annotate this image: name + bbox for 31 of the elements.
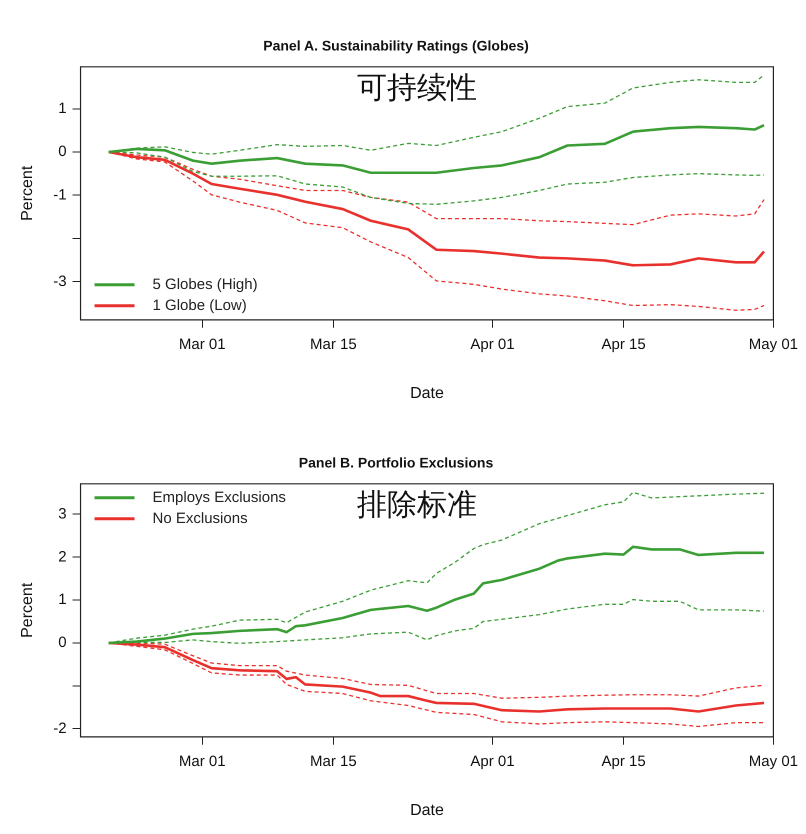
y-tick-label: 1	[58, 100, 67, 117]
x-axis-title: Date	[410, 802, 444, 819]
legend-label: 1 Globe (Low)	[152, 296, 247, 314]
x-tick-label: Mar 01	[178, 336, 226, 353]
y-tick-label: -3	[53, 272, 67, 290]
legend-label: Employs Exclusions	[152, 488, 286, 506]
chart-title: Panel A. Sustainability Ratings (Globes)	[263, 37, 529, 54]
y-tick-label: 3	[58, 505, 67, 522]
y-tick-label: 2	[58, 548, 67, 566]
legend-label: No Exclusions	[152, 510, 248, 527]
x-tick-label: Apr 15	[601, 752, 646, 770]
x-tick-label: Apr 15	[601, 336, 646, 353]
x-tick-label: Mar 15	[310, 336, 357, 353]
y-tick-label: 1	[58, 591, 67, 608]
x-tick-label: May 01	[748, 336, 798, 353]
y-tick-label: -1	[53, 186, 67, 204]
x-tick-label: May 01	[748, 752, 798, 770]
x-axis-title: Date	[410, 384, 444, 402]
annotation: 可持续性	[356, 70, 477, 106]
y-axis-title: Percent	[19, 582, 36, 638]
y-tick-label: 0	[58, 143, 67, 160]
y-tick-label: 0	[58, 634, 67, 652]
x-tick-label: Mar 15	[310, 752, 357, 770]
chart-title: Panel B. Portfolio Exclusions	[298, 454, 494, 470]
x-tick-label: Mar 01	[178, 752, 226, 770]
legend-label: 5 Globes (High)	[152, 276, 258, 293]
x-tick-label: Apr 01	[470, 752, 515, 770]
annotation: 排除标准	[356, 488, 477, 523]
y-axis-title: Percent	[19, 165, 36, 221]
x-tick-label: Apr 01	[470, 336, 515, 353]
y-tick-label: -2	[53, 720, 67, 737]
